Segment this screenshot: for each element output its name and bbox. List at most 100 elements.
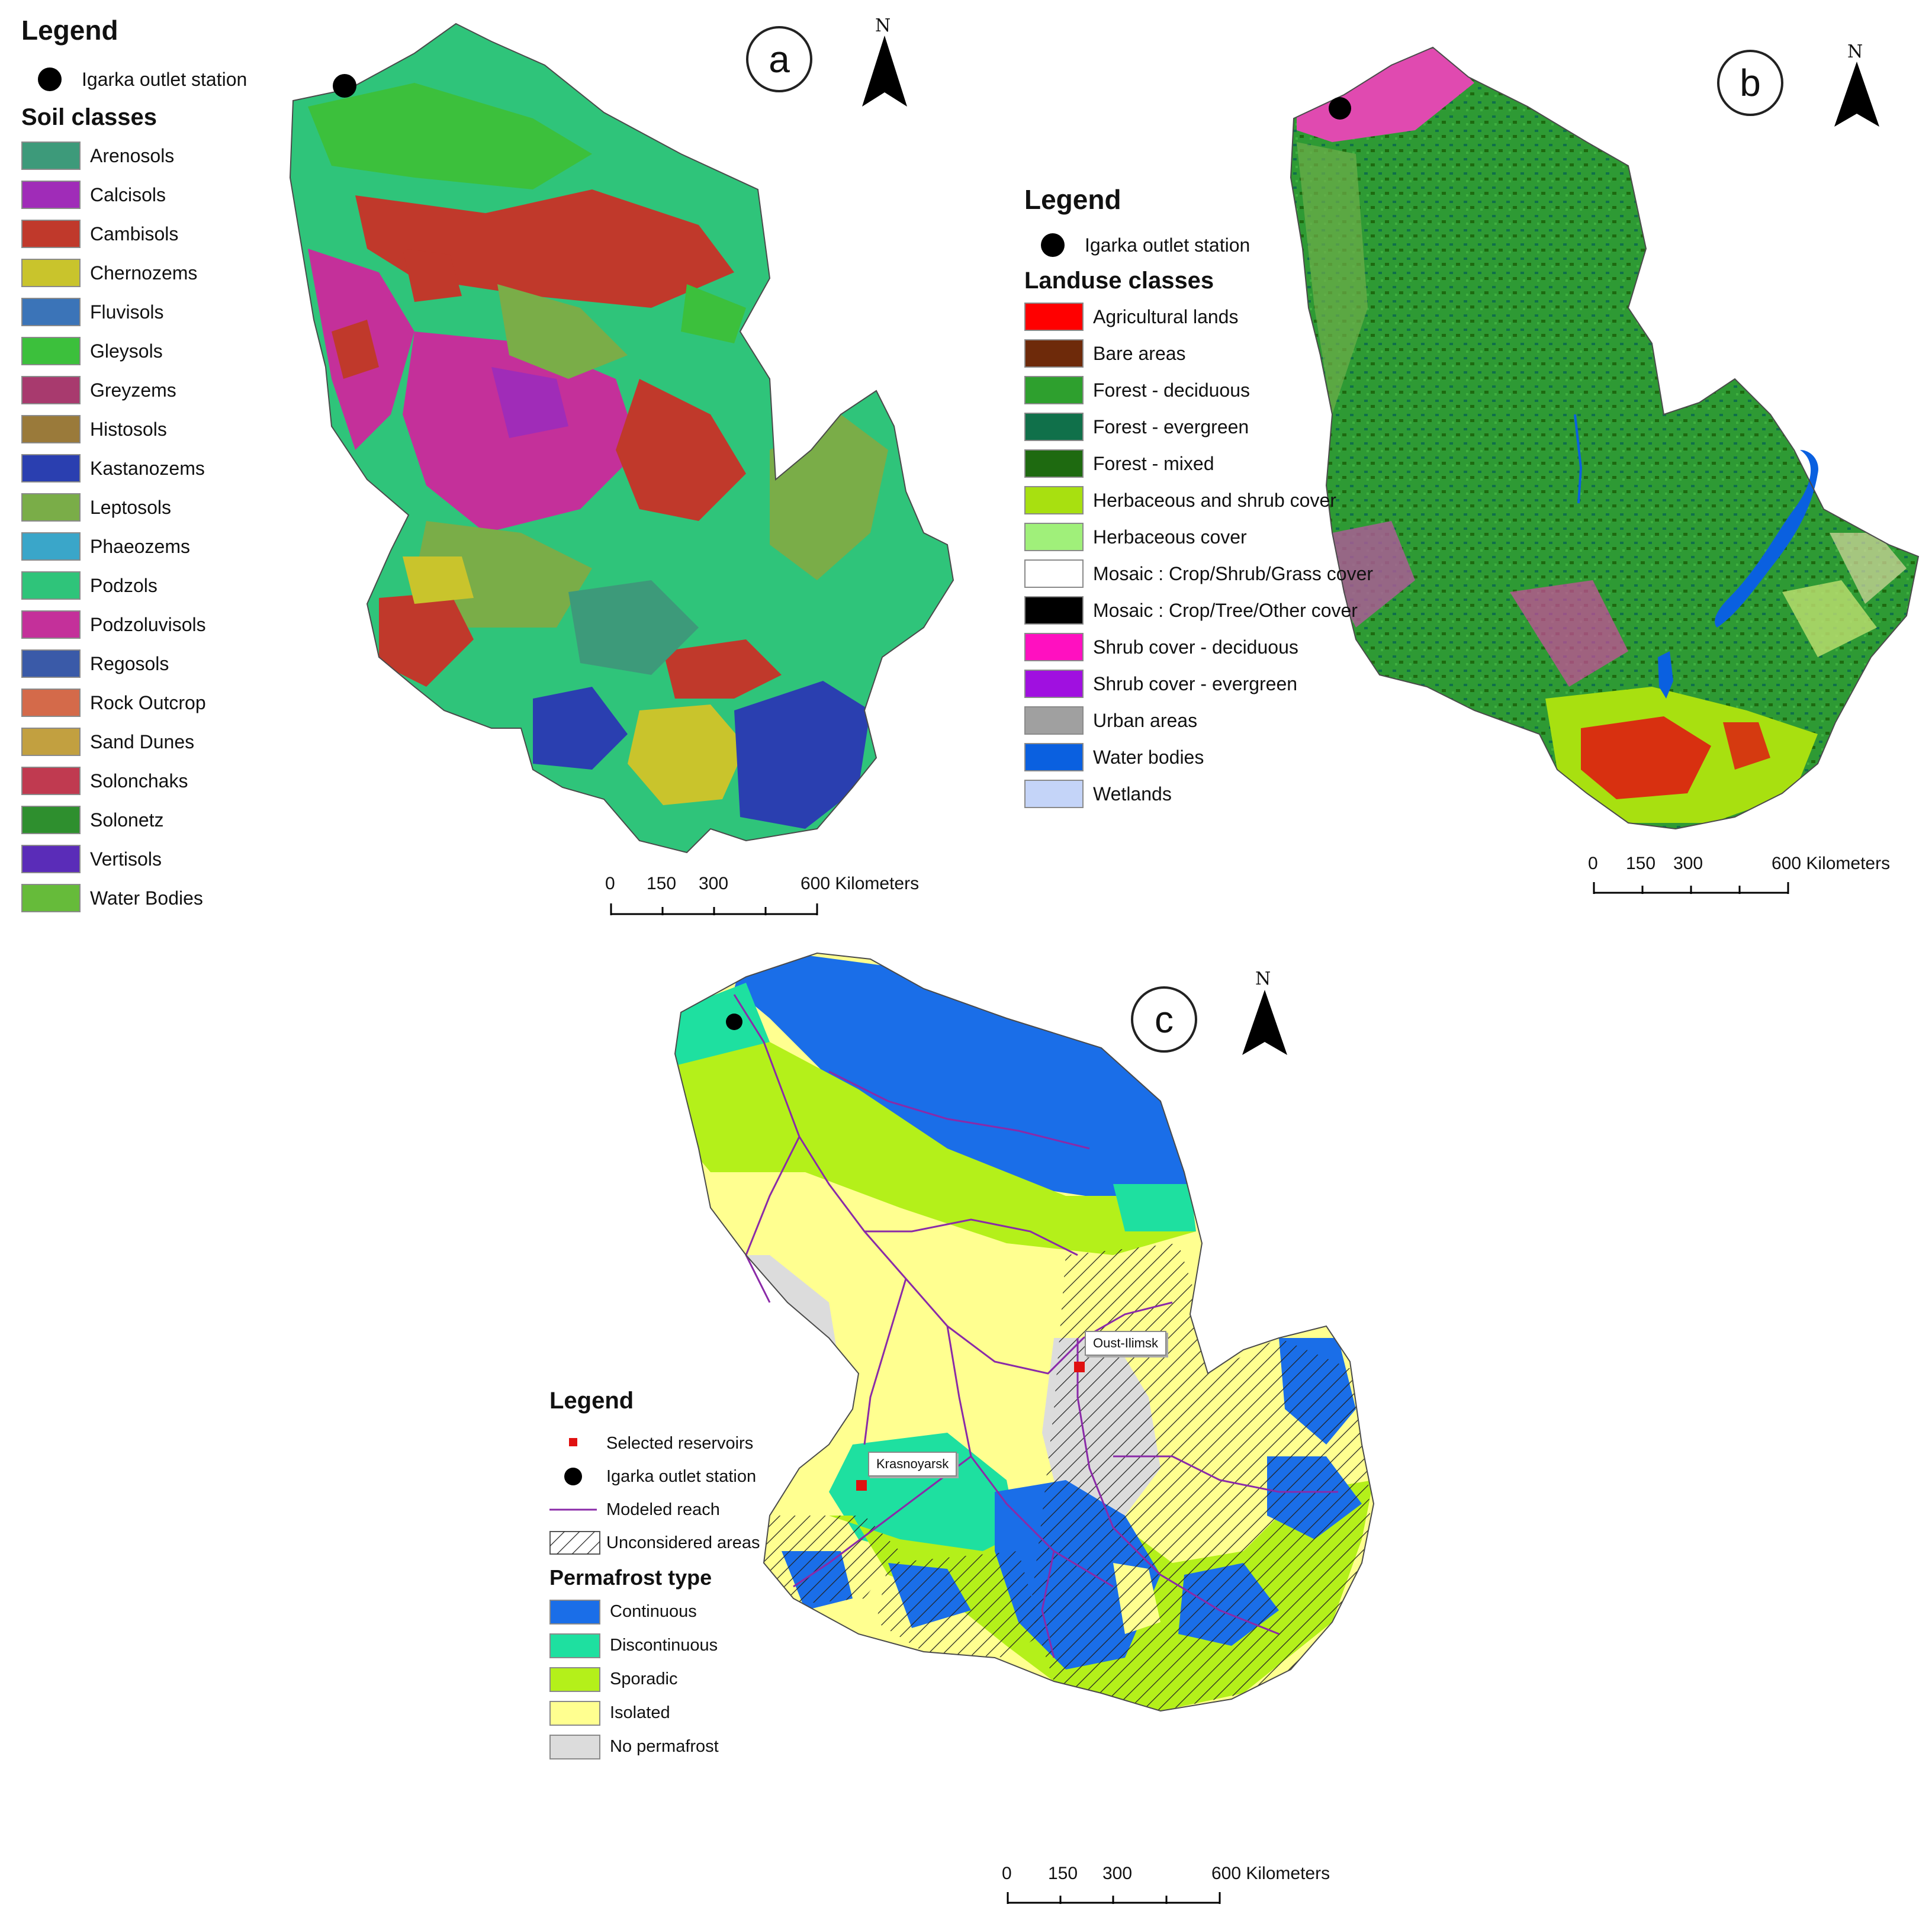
legend-item: Forest - deciduous	[1024, 372, 1373, 408]
legend-label: Herbaceous cover	[1093, 526, 1247, 548]
scale-tick-0-a: 0	[605, 874, 615, 893]
legend-item: Shrub cover - evergreen	[1024, 665, 1373, 702]
scale-tick-300-a: 300	[699, 874, 729, 893]
soil-legend-list: Arenosols Calcisols Cambisols Chernozems…	[21, 136, 206, 918]
legend-label: Chernozems	[90, 262, 198, 284]
legend-label: Agricultural lands	[1093, 305, 1239, 327]
legend-label: Histosols	[90, 418, 167, 440]
legend-swatch	[21, 493, 81, 522]
legend-label: Solonetz	[90, 809, 164, 831]
modeled-reach-network	[733, 994, 1338, 1658]
legend-swatch	[1024, 559, 1084, 588]
legend-label: Leptosols	[90, 496, 171, 518]
landuse-map-basin	[1290, 46, 1920, 830]
legend-label: Shrub cover - deciduous	[1093, 636, 1298, 658]
legend-item: Podzols	[21, 566, 206, 605]
legend-item: Water Bodies	[21, 879, 206, 918]
legend-label: Sporadic	[610, 1669, 678, 1688]
legend-label: Continuous	[610, 1602, 697, 1621]
legend-item: Sporadic	[549, 1662, 719, 1696]
legend-item: Forest - evergreen	[1024, 408, 1373, 445]
igarka-station-marker	[726, 1014, 742, 1030]
legend-swatch	[21, 884, 81, 912]
legend-item: Isolated	[549, 1696, 719, 1730]
north-arrow-icon	[862, 36, 907, 107]
legend-swatch	[21, 571, 81, 600]
panel-badge-b: b	[1717, 50, 1783, 116]
legend-item: Histosols	[21, 410, 206, 449]
scale-bar-c	[1007, 1892, 1221, 1904]
legend-reach: Modeled reach	[549, 1498, 720, 1521]
legend-item: Rock Outcrop	[21, 683, 206, 722]
station-label-b: Igarka outlet station	[1085, 234, 1251, 256]
igarka-station-marker	[1329, 97, 1351, 120]
legend-swatch	[21, 728, 81, 756]
legend-swatch	[1024, 706, 1084, 735]
legend-swatch	[21, 376, 81, 404]
legend-unconsidered: Unconsidered areas	[549, 1530, 760, 1556]
legend-heading-a: Legend	[21, 15, 118, 46]
legend-swatch	[1024, 780, 1084, 808]
legend-label: Solonchaks	[90, 770, 188, 792]
igarka-station-marker	[333, 74, 356, 98]
legend-swatch	[549, 1667, 600, 1692]
legend-swatch	[21, 767, 81, 795]
scale-tick-150-b: 150	[1626, 854, 1656, 873]
legend-swatch	[549, 1633, 600, 1658]
legend-station-a: Igarka outlet station	[38, 66, 247, 92]
legend-swatch	[1024, 339, 1084, 368]
legend-label: Greyzems	[90, 379, 176, 401]
soil-classes-title: Soil classes	[21, 104, 157, 130]
legend-swatch	[21, 845, 81, 873]
legend-label: Cambisols	[90, 223, 179, 245]
legend-label: Wetlands	[1093, 783, 1172, 805]
scale-tick-600-b: 600 Kilometers	[1772, 854, 1891, 873]
legend-swatch	[549, 1599, 600, 1625]
legend-item: Bare areas	[1024, 335, 1373, 372]
legend-item: Kastanozems	[21, 449, 206, 488]
reservoir-label-krasnoyarsk: Krasnoyarsk	[868, 1452, 957, 1476]
legend-label: Mosaic : Crop/Tree/Other cover	[1093, 599, 1358, 621]
legend-item: Herbaceous cover	[1024, 519, 1373, 555]
legend-swatch	[1024, 670, 1084, 698]
legend-swatch	[1024, 413, 1084, 441]
legend-swatch	[1024, 303, 1084, 331]
scale-tick-0-c: 0	[1002, 1864, 1012, 1883]
panel-badge-c: c	[1131, 986, 1197, 1053]
legend-item: Wetlands	[1024, 776, 1373, 812]
legend-label: Urban areas	[1093, 709, 1198, 731]
legend-swatch	[21, 141, 81, 170]
permafrost-type-title: Permafrost type	[549, 1565, 712, 1590]
legend-swatch	[1024, 523, 1084, 551]
reservoir-marker-krasnoyarsk	[856, 1480, 867, 1491]
legend-item: Regosols	[21, 644, 206, 683]
legend-item: No permafrost	[549, 1730, 719, 1764]
legend-item: Gleysols	[21, 332, 206, 371]
legend-swatch	[21, 337, 81, 365]
legend-label: Rock Outcrop	[90, 691, 206, 713]
legend-item: Vertisols	[21, 839, 206, 879]
legend-item: Solonetz	[21, 800, 206, 839]
legend-label: Mosaic : Crop/Shrub/Grass cover	[1093, 562, 1374, 584]
reach-line-icon	[549, 1508, 597, 1511]
reservoir-marker-oust-ilimsk	[1074, 1362, 1085, 1372]
legend-label: Kastanozems	[90, 457, 205, 479]
permafrost-map-basin	[674, 952, 1375, 1712]
legend-label: Regosols	[90, 652, 169, 674]
legend-label: No permafrost	[610, 1737, 719, 1756]
station-dot-icon	[549, 1468, 597, 1485]
legend-item: Agricultural lands	[1024, 298, 1373, 335]
lake-baikal	[1715, 450, 1818, 628]
legend-label: Forest - mixed	[1093, 452, 1214, 474]
legend-item: Fluvisols	[21, 292, 206, 332]
legend-swatch	[21, 806, 81, 834]
legend-label: Phaeozems	[90, 535, 190, 557]
legend-item: Greyzems	[21, 371, 206, 410]
legend-item: Cambisols	[21, 214, 206, 253]
legend-item: Leptosols	[21, 488, 206, 527]
scale-tick-300-c: 300	[1102, 1864, 1133, 1883]
legend-swatch	[1024, 633, 1084, 661]
legend-heading-c: Legend	[549, 1388, 634, 1414]
legend-heading-b: Legend	[1024, 184, 1121, 215]
legend-item: Podzoluvisols	[21, 605, 206, 644]
